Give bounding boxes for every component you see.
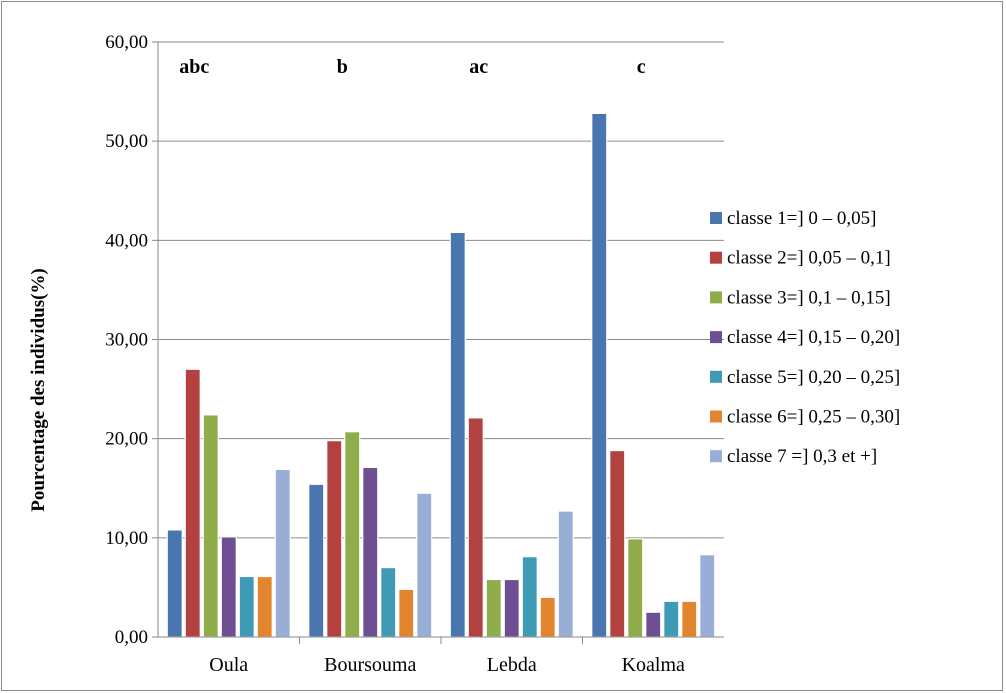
legend-entry: classe 5=] 0,20 – 0,25] [727,367,900,388]
bar [184,368,201,638]
bar [557,510,574,638]
legend-entry: classe 6=] 0,25 – 0,30] [727,407,900,428]
bar [591,112,608,638]
legend-swatch [710,370,722,383]
x-category-label: Boursouma [324,654,416,676]
y-tick-label: 40,00 [105,230,148,251]
group-annotation: ac [469,56,488,78]
group-annotation: c [637,56,646,78]
bar [609,449,626,638]
bar [380,566,397,638]
legend-entry: classe 2=] 0,05 – 0,1] [727,248,891,269]
bar [503,578,520,638]
y-tick-label: 10,00 [105,528,148,549]
legend-entry: classe 4=] 0,15 – 0,20] [727,327,900,348]
bar [416,492,433,638]
axes [157,42,724,644]
bar [166,529,183,638]
bar [485,578,502,638]
group-annotations: abc b ac c [179,56,646,78]
bars [166,112,716,638]
legend-swatch [710,291,722,304]
legend-swatch [710,212,722,224]
bar [449,231,466,638]
bar [344,431,361,638]
bar [398,588,415,638]
bar [539,596,556,638]
bar [308,483,325,638]
bar [326,440,343,638]
bar [238,575,255,638]
y-axis-label: Pourcentage des individus(%) [28,268,49,512]
legend: classe 1=] 0 – 0,05] classe 2=] 0,05 – 0,… [710,208,900,467]
bar [681,600,698,638]
y-tick-label: 20,00 [105,429,148,450]
legend-entry: classe 7 =] 0,3 et +] [727,446,877,467]
legend-swatch [710,331,722,344]
group-annotation: abc [179,56,209,78]
y-tick-label: 30,00 [105,330,148,351]
legend-swatch [710,410,722,423]
legend-entry: classe 1=] 0 – 0,05] [727,208,877,229]
bar [645,611,662,638]
legend-swatch [710,251,722,264]
bar [663,600,680,638]
legend-swatch [710,450,722,463]
x-category-label: Koalma [622,654,685,676]
y-tick-label: 0,00 [115,627,148,648]
gridlines [152,41,724,638]
x-axis-categories: Oula Boursouma Lebda Koalma [209,654,685,676]
bar [362,466,379,638]
x-category-label: Oula [209,654,248,676]
bar [699,554,716,638]
bar [521,556,538,638]
bar [220,536,237,638]
y-tick-label: 60,00 [105,32,148,53]
bar [467,417,484,638]
bar [256,575,273,638]
y-tick-label: 50,00 [105,131,148,152]
group-annotation: b [337,56,348,78]
bar [202,414,219,638]
legend-entry: classe 3=] 0,1 – 0,15] [727,287,891,308]
bar [627,538,644,638]
bar [274,468,291,638]
y-axis-ticks: 0,00 10,00 20,00 30,00 40,00 50,00 60,00 [105,32,148,648]
x-category-label: Lebda [487,654,537,676]
